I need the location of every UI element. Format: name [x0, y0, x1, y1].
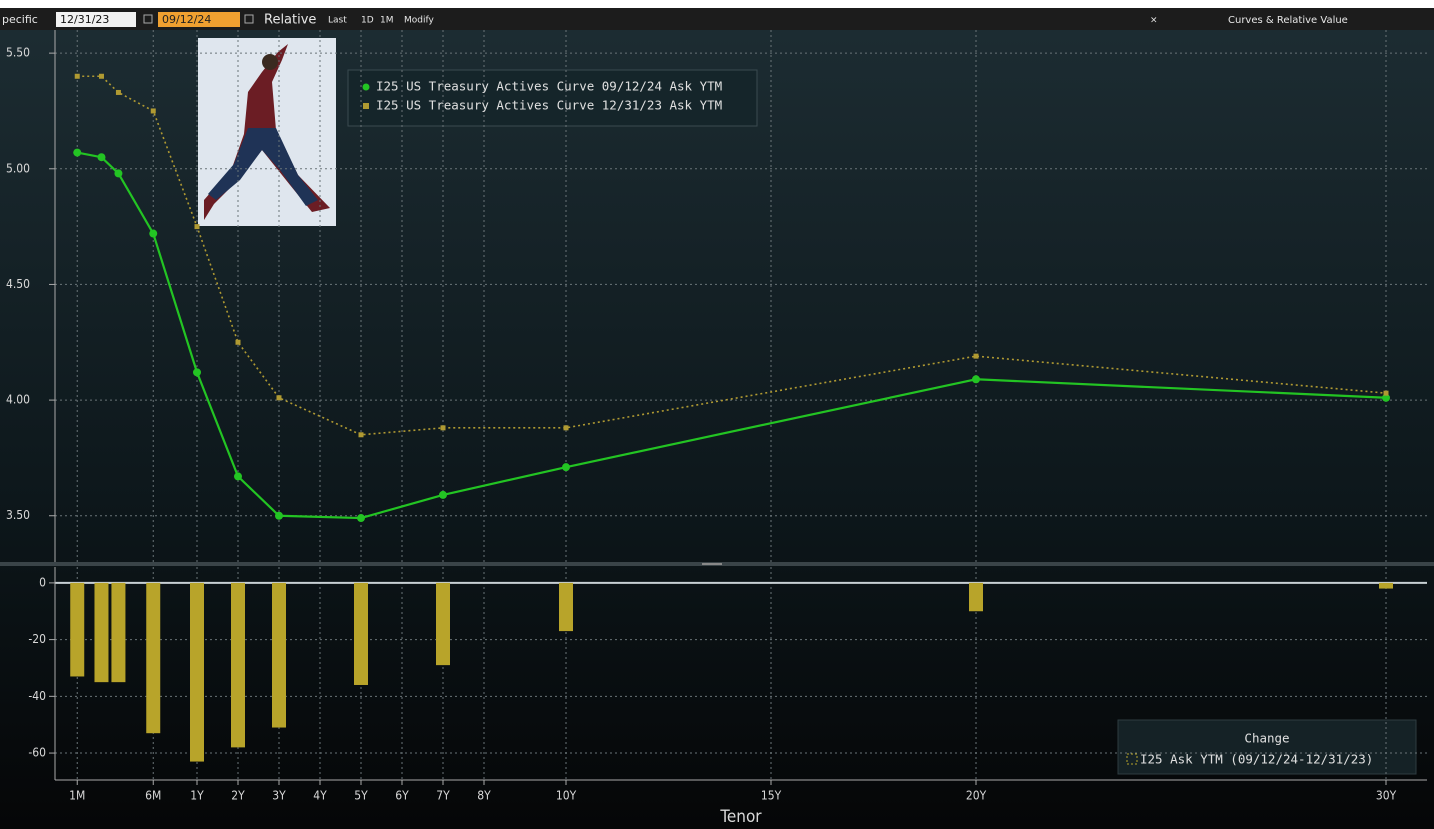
start-input[interactable] [56, 12, 136, 27]
point [1382, 393, 1390, 402]
bar [272, 582, 286, 728]
period-input[interactable]: 1D [361, 16, 374, 26]
point [563, 425, 569, 431]
point [358, 432, 364, 438]
x-tick-label: 3Y [272, 789, 286, 803]
x-tick-label: 4Y [313, 789, 327, 803]
y-tick-label: 0 [39, 575, 46, 589]
bar [111, 582, 126, 683]
x-tick-label: 30Y [1376, 789, 1397, 803]
y-tick-label: -20 [28, 632, 46, 646]
point [562, 463, 570, 472]
calendar-icon[interactable] [244, 14, 254, 24]
y-tick-label: 5.00 [6, 161, 30, 175]
point [74, 73, 80, 79]
point [357, 514, 365, 523]
point [1383, 390, 1389, 396]
calendar-icon[interactable] [143, 14, 153, 24]
point [439, 490, 447, 499]
point [440, 425, 446, 431]
bar [146, 582, 161, 734]
bar [436, 582, 450, 666]
x-axis-label: Tenor [719, 807, 762, 827]
x-tick-label: 6M [145, 789, 161, 803]
point [276, 395, 282, 401]
bar [190, 582, 204, 762]
point [972, 375, 980, 384]
bar [70, 582, 85, 677]
x-tick-label: 8Y [477, 789, 491, 803]
point [150, 108, 156, 114]
x-tick-label: 5Y [354, 789, 368, 803]
legend-label: I25 US Treasury Actives Curve 12/31/23 A… [376, 98, 722, 113]
legend-title: Change [1244, 731, 1289, 746]
legend-label: I25 US Treasury Actives Curve 09/12/24 A… [376, 79, 722, 94]
legend [347, 69, 758, 127]
y-tick-label: 4.00 [6, 393, 30, 407]
legend-marker [1126, 753, 1138, 765]
bar [354, 582, 368, 685]
point [73, 148, 82, 157]
x-tick-label: 1M [69, 789, 85, 803]
point [97, 153, 106, 162]
y-tick-label: -60 [28, 746, 46, 760]
divider-handle[interactable] [702, 563, 722, 565]
point [235, 339, 241, 345]
y-tick-label: 4.50 [6, 277, 30, 291]
x-tick-label: 15Y [761, 789, 782, 803]
point [275, 511, 283, 520]
point [114, 169, 123, 178]
point [193, 368, 201, 377]
point [149, 229, 158, 238]
period-input[interactable]: 1M [380, 16, 394, 26]
end-input[interactable] [158, 12, 240, 27]
x-tick-label: 20Y [966, 789, 987, 803]
x-tick-label: 7Y [436, 789, 450, 803]
end-date[interactable]: 09/12/24 [162, 13, 211, 26]
modify-button[interactable]: Modify [404, 16, 434, 26]
point [115, 89, 121, 95]
bar [94, 582, 109, 683]
start-date[interactable]: 12/31/23 [60, 13, 109, 26]
bar [969, 582, 983, 612]
bar [1379, 582, 1393, 589]
legend-marker [362, 83, 370, 91]
last-label[interactable]: Last [328, 16, 347, 26]
point [973, 353, 979, 359]
mode-label: pecific [2, 13, 38, 26]
y-tick-label: 3.50 [6, 508, 30, 522]
y-tick-label: 5.50 [6, 46, 30, 60]
legend [1117, 719, 1417, 775]
x-tick-label: 1Y [190, 789, 204, 803]
point [194, 224, 200, 230]
photo [198, 38, 336, 226]
bar [231, 582, 245, 748]
bar [559, 582, 573, 632]
x-tick-label: 10Y [556, 789, 577, 803]
point [98, 73, 104, 79]
x-tick-label: 6Y [395, 789, 409, 803]
legend-marker [363, 103, 369, 109]
legend-label: I25 Ask YTM (09/12/24-12/31/23) [1140, 752, 1373, 767]
window-title: Curves & Relative Value [1228, 15, 1348, 26]
close-button[interactable]: × [1150, 16, 1158, 26]
toolbar [0, 8, 1434, 30]
relative-label[interactable]: Relative [264, 13, 316, 28]
point [234, 472, 242, 481]
y-tick-label: -40 [28, 689, 46, 703]
x-tick-label: 2Y [231, 789, 245, 803]
